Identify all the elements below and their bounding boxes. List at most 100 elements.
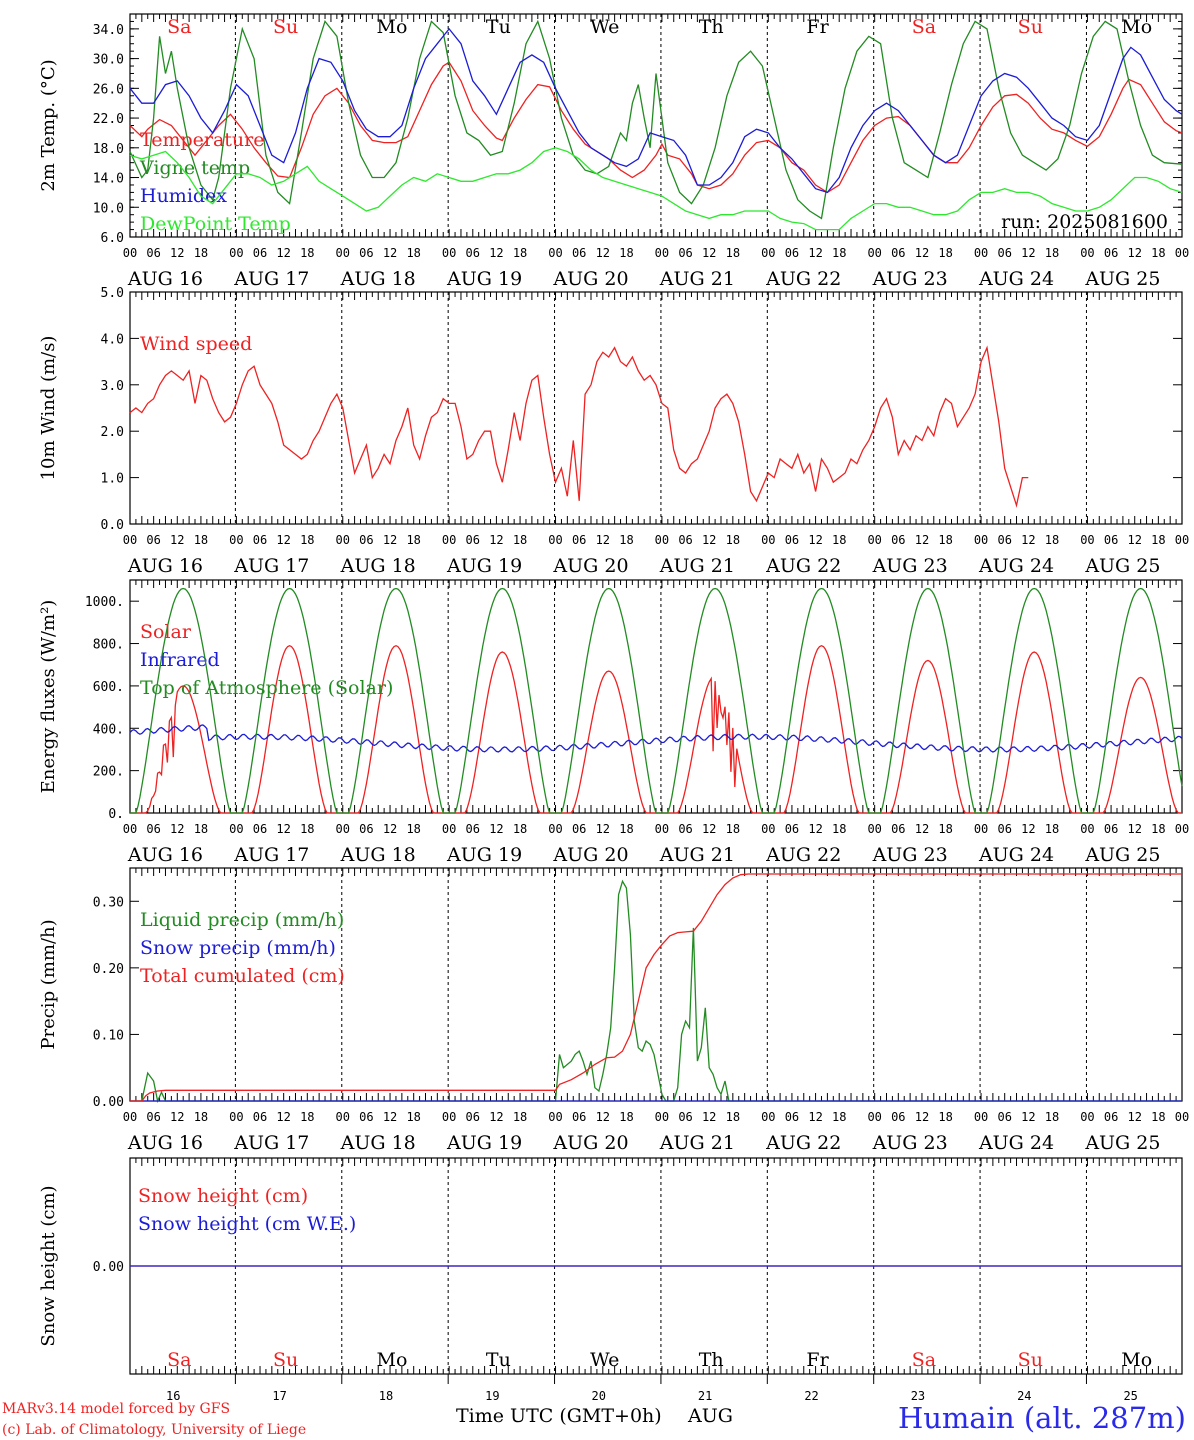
hour-label: 00 (229, 822, 243, 836)
hour-label: 00 (761, 822, 775, 836)
hour-label: 12 (1127, 822, 1141, 836)
day-name-top: Su (1018, 16, 1043, 38)
series-line-vigne-temp (129, 19, 1183, 220)
date-label: AUG 23 (872, 555, 948, 577)
hour-label: 06 (572, 822, 586, 836)
date-label: AUG 21 (659, 268, 735, 290)
date-label: AUG 16 (127, 555, 203, 577)
hour-label: 00 (974, 246, 988, 260)
day-number: 19 (485, 1389, 499, 1403)
day-number: 17 (272, 1389, 286, 1403)
date-label: AUG 20 (552, 555, 628, 577)
month-label: AUG (687, 1405, 733, 1427)
hour-label: 18 (300, 533, 314, 547)
hour-label: 00 (974, 822, 988, 836)
hour-label: 06 (359, 533, 373, 547)
legend-entry: Snow height (cm W.E.) (138, 1213, 356, 1235)
y-tick-label: 0.00 (93, 1260, 124, 1275)
hour-label: 00 (229, 533, 243, 547)
day-name-bottom: Tu (486, 1349, 511, 1371)
hour-label: 18 (300, 822, 314, 836)
day-number: 21 (698, 1389, 712, 1403)
hour-label: 06 (253, 246, 267, 260)
date-label: AUG 22 (765, 1132, 841, 1154)
hour-label: 06 (891, 1110, 905, 1124)
date-label: AUG 22 (765, 844, 841, 866)
hour-label: 06 (785, 1110, 799, 1124)
hour-label: 12 (1021, 1110, 1035, 1124)
hour-label: 18 (1151, 822, 1165, 836)
series-line-solar (130, 644, 1182, 814)
hour-label: 00 (655, 533, 669, 547)
series-line-liquid-precip-mm-h- (130, 879, 1182, 1104)
legend-entry: Infrared (140, 649, 220, 671)
hour-label: 12 (170, 1110, 184, 1124)
panel-1: 6.0 10.0 14.0 18.0 22.0 26.0 30.0 34.0 2m Temp. … (38, 13, 1189, 290)
date-label: AUG 22 (765, 555, 841, 577)
hour-label: 12 (383, 533, 397, 547)
hour-label: 00 (442, 822, 456, 836)
hour-label: 06 (466, 246, 480, 260)
hour-label: 06 (359, 1110, 373, 1124)
hour-label: 06 (253, 533, 267, 547)
hour-label: 06 (466, 1110, 480, 1124)
hour-label: 06 (1104, 533, 1118, 547)
hour-label: 12 (170, 822, 184, 836)
day-number: 23 (911, 1389, 925, 1403)
hour-label: 12 (1127, 1110, 1141, 1124)
day-name-bottom: Mo (1121, 1349, 1152, 1371)
day-name-bottom: Mo (377, 1349, 408, 1371)
series-line-wind-speed (129, 345, 1029, 508)
hour-label: 06 (997, 533, 1011, 547)
station-name: Humain (alt. 287m) (898, 1401, 1186, 1435)
y-tick-label: 0.30 (93, 895, 124, 910)
hour-label: 12 (808, 1110, 822, 1124)
date-label: AUG 20 (552, 844, 628, 866)
hour-label: 00 (974, 533, 988, 547)
date-label: AUG 21 (659, 1132, 735, 1154)
date-label: AUG 16 (127, 844, 203, 866)
y-tick-label: 0.0 (101, 518, 124, 533)
hour-label: 00 (442, 246, 456, 260)
date-label: AUG 20 (552, 268, 628, 290)
hour-label: 18 (194, 1110, 208, 1124)
hour-label: 18 (300, 246, 314, 260)
date-label: AUG 20 (552, 1132, 628, 1154)
hour-label: 00 (1175, 533, 1189, 547)
y-tick-label: 0.20 (93, 962, 124, 977)
hour-label: 12 (915, 822, 929, 836)
credit-model: MARv3.14 model forced by GFS (2, 1401, 230, 1417)
day-name-top: Fr (806, 16, 829, 38)
day-name-top: Mo (1121, 16, 1152, 38)
hour-label: 00 (336, 246, 350, 260)
hour-label: 18 (1045, 533, 1059, 547)
hour-label: 00 (867, 533, 881, 547)
hour-label: 00 (548, 822, 562, 836)
y-tick-label: 10.0 (93, 201, 124, 216)
day-name-bottom: Su (273, 1349, 298, 1371)
hour-label: 18 (832, 1110, 846, 1124)
hour-label: 06 (997, 822, 1011, 836)
series-line-humidex (129, 27, 1183, 194)
hour-label: 06 (359, 246, 373, 260)
date-label: AUG 25 (1084, 555, 1160, 577)
hour-label: 00 (123, 246, 137, 260)
hour-label: 00 (1175, 1110, 1189, 1124)
hour-label: 12 (276, 1110, 290, 1124)
hour-label: 12 (596, 533, 610, 547)
date-label: AUG 19 (446, 555, 522, 577)
hour-label: 18 (513, 1110, 527, 1124)
hour-label: 18 (194, 533, 208, 547)
hour-label: 18 (938, 533, 952, 547)
date-label: AUG 19 (446, 268, 522, 290)
hour-label: 18 (1045, 1110, 1059, 1124)
hour-label: 18 (726, 1110, 740, 1124)
hour-label: 12 (702, 1110, 716, 1124)
hour-label: 06 (678, 533, 692, 547)
panel-5: 0.00 Snow height (cm) Snow height (cm) Snow… (38, 1157, 1183, 1375)
y-tick-label: 0. (108, 807, 124, 822)
hour-label: 12 (702, 246, 716, 260)
hour-label: 18 (619, 246, 633, 260)
hour-label: 12 (1021, 533, 1035, 547)
y-tick-label: 3.0 (101, 379, 124, 394)
